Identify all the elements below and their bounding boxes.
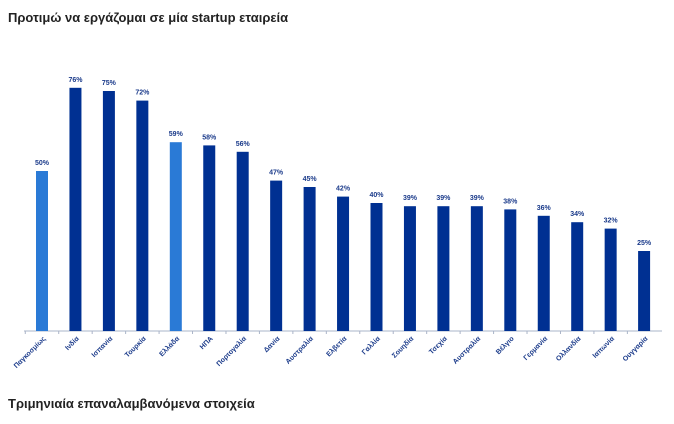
data-label: 42% bbox=[336, 186, 351, 193]
bar bbox=[270, 180, 283, 331]
bar bbox=[638, 251, 651, 331]
section-title: Τριμηνιαία επαναλαμβανόμενα στοιχεία bbox=[8, 396, 255, 411]
x-tick-label: Τσεχία bbox=[428, 335, 449, 356]
data-label: 39% bbox=[470, 195, 485, 202]
x-tick-label: Τουρκία bbox=[124, 335, 148, 359]
data-label: 47% bbox=[269, 170, 284, 177]
x-tick-label: Ολλανδία bbox=[554, 334, 583, 363]
data-label: 45% bbox=[303, 176, 318, 183]
x-tick-label: Παγκοσμίως bbox=[13, 335, 48, 370]
bar bbox=[203, 145, 216, 331]
bar bbox=[571, 222, 584, 331]
x-tick-label: Ελβετία bbox=[325, 334, 349, 358]
x-tick-label: Αυστραλία bbox=[451, 334, 482, 365]
bar bbox=[370, 203, 383, 331]
data-label: 36% bbox=[537, 205, 552, 212]
bar bbox=[236, 151, 249, 331]
x-tick-label: Πορτογαλία bbox=[215, 334, 249, 368]
data-label: 59% bbox=[169, 131, 184, 138]
x-tick-label: Ιαπωνία bbox=[592, 335, 617, 360]
x-tick-label: Ουγγαρία bbox=[622, 335, 650, 363]
x-tick-label: Βέλγιο bbox=[494, 335, 515, 356]
x-tick-label: Γαλλία bbox=[360, 334, 382, 356]
data-label: 32% bbox=[604, 218, 619, 225]
data-label: 75% bbox=[102, 80, 117, 87]
data-label: 39% bbox=[436, 195, 451, 202]
data-label: 25% bbox=[637, 240, 652, 247]
chart-title: Προτιμώ να εργάζομαι σε μία startup εται… bbox=[8, 10, 289, 25]
data-label: 39% bbox=[403, 195, 418, 202]
bar bbox=[403, 206, 416, 331]
x-tick-label: ΗΠΑ bbox=[199, 335, 215, 351]
bar bbox=[504, 209, 517, 331]
x-tick-label: Δανία bbox=[263, 335, 282, 354]
bar bbox=[303, 187, 316, 331]
x-tick-label: Αυστραλία bbox=[284, 334, 315, 365]
data-label: 76% bbox=[68, 77, 83, 84]
bar bbox=[437, 206, 450, 331]
data-label: 40% bbox=[369, 192, 384, 199]
data-label: 72% bbox=[135, 90, 150, 97]
data-label: 50% bbox=[35, 160, 50, 167]
bar bbox=[136, 100, 149, 331]
x-tick-label: Σουηδία bbox=[391, 335, 416, 360]
data-label: 56% bbox=[236, 141, 251, 148]
bar bbox=[36, 171, 48, 331]
bar bbox=[537, 215, 550, 331]
bar bbox=[69, 87, 82, 331]
x-tick-label: Ισπανία bbox=[91, 335, 115, 359]
bar bbox=[337, 196, 350, 331]
x-tick-label: Γερμανία bbox=[523, 335, 550, 362]
bar bbox=[470, 206, 483, 331]
bar bbox=[169, 142, 182, 331]
data-label: 34% bbox=[570, 211, 585, 218]
bar bbox=[102, 91, 115, 331]
x-tick-label: Ινδία bbox=[64, 335, 81, 352]
x-tick-label: Ελλάδα bbox=[158, 334, 182, 358]
data-label: 58% bbox=[202, 134, 217, 141]
bar bbox=[604, 228, 617, 331]
data-label: 38% bbox=[503, 198, 518, 205]
